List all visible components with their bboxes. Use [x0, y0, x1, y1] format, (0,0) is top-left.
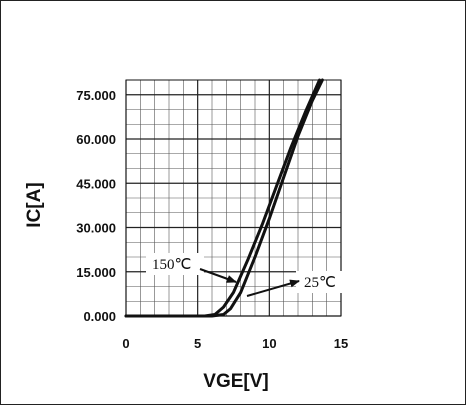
x-tick-label: 0 — [122, 336, 129, 351]
y-tick-label: 30.000 — [76, 221, 116, 236]
annotation-150c-arrow — [199, 268, 237, 283]
y-tick-label: 75.000 — [76, 88, 116, 103]
series-layer — [124, 78, 324, 318]
annotation-25c-arrow — [246, 279, 300, 297]
y-tick-labels: 0.000 15.000 30.000 45.000 60.000 75.000 — [76, 88, 116, 324]
annotation-150c: 150℃ — [146, 253, 237, 283]
y-tick-label: 60.000 — [76, 132, 116, 147]
x-axis-title: VGE[V] — [203, 371, 268, 392]
plot-area-frame — [125, 79, 342, 317]
annotation-25c: 25℃ — [246, 271, 348, 297]
x-tick-label: 15 — [334, 336, 348, 351]
y-tick-label: 45.000 — [76, 176, 116, 191]
y-tick-label: 15.000 — [76, 265, 116, 280]
y-tick-label: 0.000 — [83, 309, 116, 324]
x-tick-label: 10 — [262, 336, 276, 351]
series-line-25c — [124, 78, 324, 318]
annotation-150c-label: 150℃ — [152, 257, 191, 273]
annotation-25c-label: 25℃ — [304, 275, 336, 291]
x-tick-labels: 0 5 10 15 — [122, 336, 348, 351]
x-tick-label: 5 — [194, 336, 201, 351]
y-axis-title: IC[A] — [24, 182, 45, 227]
